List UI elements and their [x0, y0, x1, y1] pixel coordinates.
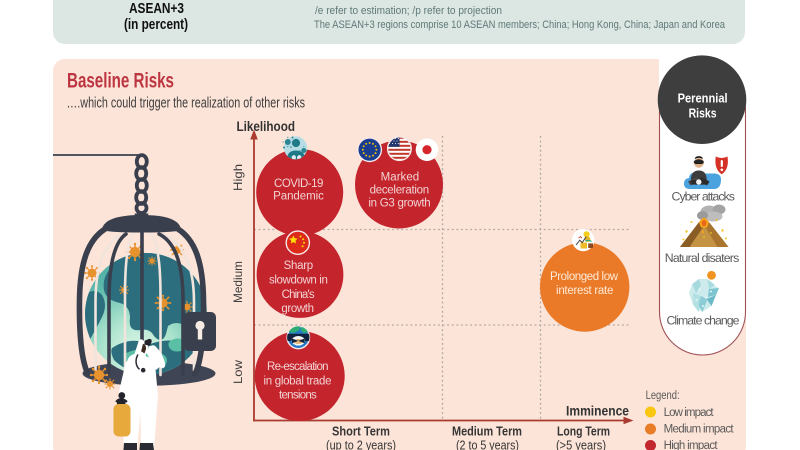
svg-text:Likelihood: Likelihood [237, 119, 296, 134]
svg-text:Perennial: Perennial [678, 91, 728, 106]
svg-text:deceleration: deceleration [370, 185, 430, 197]
svg-text:in global trade: in global trade [264, 375, 332, 387]
svg-text:slowdown in: slowdown in [269, 274, 328, 286]
svg-text:growth: growth [281, 303, 314, 315]
svg-text:Imminence: Imminence [566, 404, 629, 419]
svg-text:Baseline Risks: Baseline Risks [67, 70, 174, 93]
svg-text:Low: Low [231, 360, 245, 384]
svg-text:Medium: Medium [231, 261, 245, 303]
svg-text:(up to 2 years): (up to 2 years) [326, 439, 396, 450]
svg-text:Long Term: Long Term [557, 424, 610, 439]
svg-text:….which could trigger the real: ….which could trigger the realization of… [67, 96, 306, 112]
svg-text:Re-escalation: Re-escalation [267, 361, 329, 373]
svg-text:Natural disaters: Natural disaters [665, 251, 740, 265]
svg-text:Low impact: Low impact [664, 407, 715, 419]
svg-text:(2 to 5 years): (2 to 5 years) [456, 439, 519, 450]
svg-text:High impact: High impact [664, 440, 719, 450]
svg-text:Climate change: Climate change [667, 313, 740, 327]
svg-text:/e refer to estimation; /p ref: /e refer to estimation; /p refer to proj… [315, 5, 502, 17]
svg-text:tensions: tensions [279, 389, 317, 401]
svg-text:Short Term: Short Term [332, 424, 390, 439]
svg-text:Legend:: Legend: [646, 390, 680, 402]
svg-text:High: High [231, 164, 245, 191]
svg-text:The ASEAN+3 regions comprise 1: The ASEAN+3 regions comprise 10 ASEAN me… [314, 19, 726, 31]
svg-text:interest rate: interest rate [556, 285, 613, 297]
svg-text:Risks: Risks [689, 106, 717, 121]
svg-text:Pandemic: Pandemic [273, 191, 324, 203]
svg-text:(>5 years): (>5 years) [556, 439, 606, 450]
svg-text:ASEAN+3: ASEAN+3 [129, 0, 184, 17]
svg-text:Cyber attacks: Cyber attacks [672, 189, 735, 203]
svg-text:Prolonged low: Prolonged low [550, 271, 619, 283]
svg-text:Medium Term: Medium Term [452, 424, 522, 439]
svg-text:Marked: Marked [381, 172, 420, 184]
svg-text:(in percent): (in percent) [124, 16, 188, 33]
svg-text:Sharp: Sharp [284, 260, 314, 272]
svg-text:China's: China's [282, 289, 315, 301]
svg-text:Medium impact: Medium impact [664, 424, 735, 436]
svg-text:in G3 growth: in G3 growth [368, 197, 430, 209]
svg-text:COVID-19: COVID-19 [274, 178, 323, 190]
